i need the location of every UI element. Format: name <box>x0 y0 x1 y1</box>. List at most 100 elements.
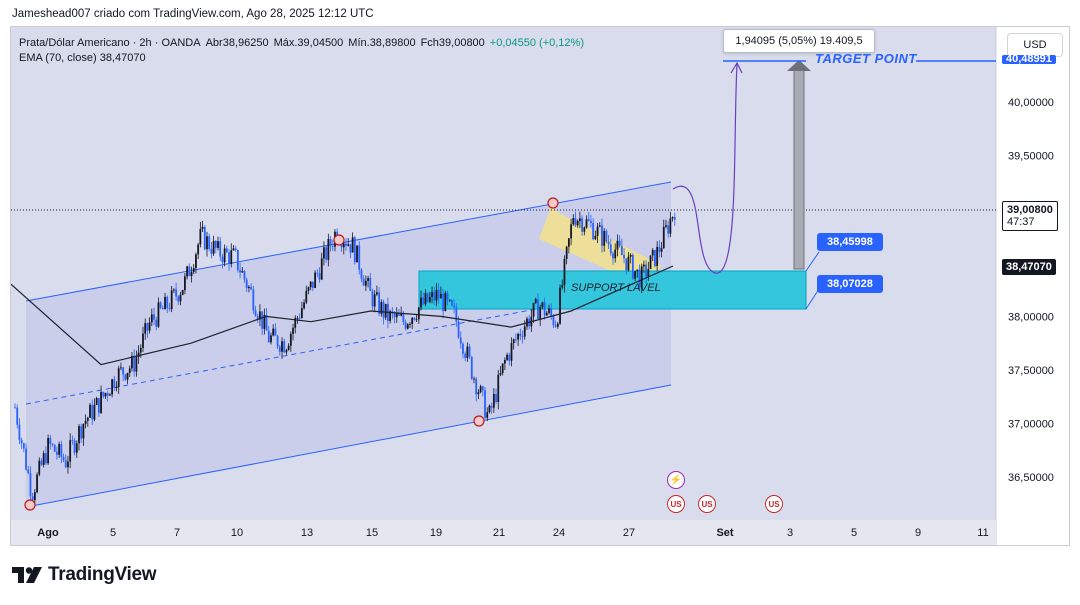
candle-body <box>340 243 343 248</box>
candle-body <box>519 333 522 337</box>
projection-arrowhead <box>730 61 743 74</box>
candle-body <box>195 254 197 269</box>
candle-body <box>501 363 504 374</box>
support-zone <box>418 270 807 310</box>
candle-body <box>667 225 670 234</box>
candle-body <box>126 372 129 380</box>
pivot-marker <box>473 415 485 427</box>
candle-body <box>439 293 442 299</box>
candle-body <box>640 266 643 288</box>
candle-body <box>91 404 94 420</box>
candle-body <box>164 296 166 310</box>
candle-body <box>473 378 475 380</box>
x-tick-label: 27 <box>623 527 635 539</box>
candle-body <box>508 354 511 361</box>
legend-ema[interactable]: EMA (70, close) 38,47070 <box>19 52 146 64</box>
candle-body <box>142 333 144 348</box>
candle-body <box>570 224 572 239</box>
candle-body <box>523 326 526 337</box>
candle-body <box>236 249 239 270</box>
tradingview-logo[interactable]: TradingView <box>12 564 157 586</box>
candle-body <box>56 451 58 455</box>
candle-body <box>188 266 191 277</box>
candle-body <box>367 278 369 281</box>
candle-body <box>375 292 378 295</box>
candle-body <box>658 246 661 252</box>
candle-body <box>481 386 484 391</box>
callout-pointer <box>805 251 820 272</box>
candle-body <box>596 226 599 236</box>
us-flag-icon[interactable]: US <box>698 495 716 513</box>
candle-body <box>177 296 180 302</box>
us-flag-icon[interactable]: US <box>667 495 685 513</box>
legend-close: Fch39,00800 <box>420 37 485 49</box>
us-flag-icon[interactable]: US <box>765 495 783 513</box>
current-price-tag: 39,00800 47:37 <box>1002 201 1058 231</box>
chart-header: Jameshead007 criado com TradingView.com,… <box>12 8 374 20</box>
candle-body <box>155 319 158 327</box>
candle-body <box>665 225 667 227</box>
candle-body <box>58 444 61 455</box>
candle-body <box>40 460 43 465</box>
chart-panel[interactable]: 40,0000039,5000039,0000038,5000038,00000… <box>10 26 1070 546</box>
candle-body <box>422 297 425 305</box>
y-tick-label: 37,50000 <box>1008 365 1054 377</box>
currency-button[interactable]: USD <box>1007 33 1063 57</box>
candle-body <box>574 218 577 226</box>
candle-body <box>208 236 211 249</box>
candle-body <box>102 391 105 397</box>
candle-body <box>521 336 524 337</box>
candle-body <box>292 327 294 334</box>
price-callout-lower: 38,07028 <box>817 275 883 293</box>
candle-body <box>378 292 380 314</box>
candle-body <box>128 368 131 373</box>
candle-body <box>594 235 597 240</box>
candle-body <box>543 302 546 316</box>
candle-body <box>601 225 603 246</box>
candle-body <box>541 302 544 308</box>
candle-body <box>563 258 566 286</box>
candle-body <box>446 292 449 301</box>
candle-body <box>223 248 226 263</box>
candle-body <box>424 293 427 305</box>
candle-body <box>605 230 608 242</box>
candle-body <box>506 354 508 360</box>
candle-body <box>349 244 352 253</box>
candle-body <box>278 346 281 352</box>
candle-body <box>25 448 27 470</box>
candle-body <box>95 398 98 405</box>
candle-body <box>69 440 72 462</box>
price-chart[interactable]: 40,0000039,5000039,0000038,5000038,00000… <box>11 27 1070 546</box>
candle-body <box>219 241 222 257</box>
candle-body <box>448 299 451 301</box>
candle-body <box>444 292 447 311</box>
candle-body <box>466 346 469 358</box>
candle-body <box>479 386 482 393</box>
candle-body <box>71 440 74 442</box>
candle-body <box>612 253 614 259</box>
candle-body <box>285 349 288 353</box>
target-arrowhead <box>787 60 811 71</box>
candle-body <box>64 460 67 468</box>
candle-body <box>603 230 606 246</box>
candle-body <box>281 341 283 352</box>
lightning-icon[interactable]: ⚡ <box>667 471 685 489</box>
candle-body <box>356 245 358 263</box>
candle-body <box>22 443 25 449</box>
event-glyph: US <box>701 499 713 509</box>
measure-tooltip: 1,94095 (5,05%) 19.409,5 <box>723 29 875 53</box>
candle-body <box>623 255 625 259</box>
candle-body <box>442 293 444 311</box>
candle-body <box>409 323 411 325</box>
candle-body <box>245 279 248 289</box>
x-tick-label: 7 <box>174 527 180 539</box>
candle-body <box>75 443 78 453</box>
candle-body <box>250 286 253 290</box>
candle-body <box>241 271 244 273</box>
candle-body <box>89 404 91 418</box>
legend-symbol[interactable]: Prata/Dólar Americano · 2h · OANDA <box>19 37 201 49</box>
candle-body <box>206 236 208 250</box>
candle-body <box>80 426 83 439</box>
candle-body <box>29 473 32 497</box>
candle-body <box>433 291 436 301</box>
